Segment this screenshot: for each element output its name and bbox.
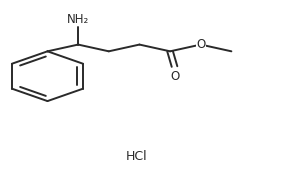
Text: O: O [170,70,179,83]
Text: HCl: HCl [126,150,148,163]
Text: NH₂: NH₂ [67,13,89,26]
Text: O: O [196,38,205,51]
